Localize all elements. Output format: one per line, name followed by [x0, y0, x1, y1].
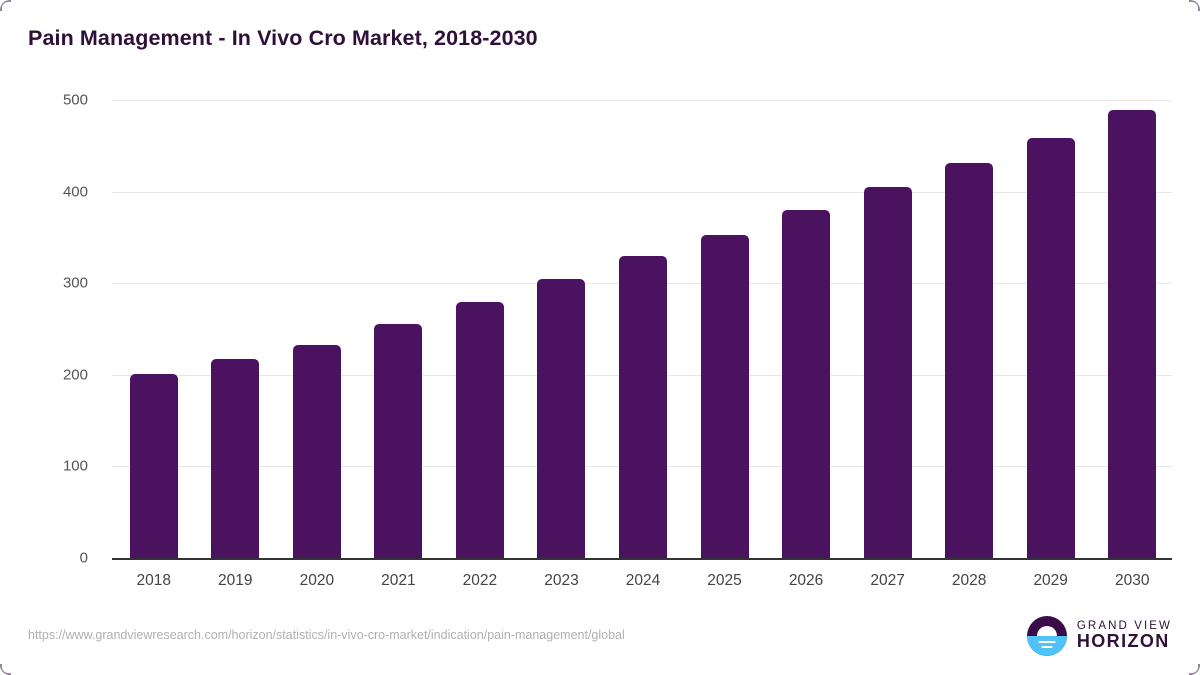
bar-2020[interactable]: [292, 344, 341, 558]
x-tick-label-2020: 2020: [299, 572, 335, 589]
x-tick-label-2028: 2028: [951, 572, 987, 589]
bar-2018[interactable]: [129, 373, 178, 558]
page-title: Pain Management - In Vivo Cro Market, 20…: [28, 26, 538, 50]
x-tick-label-2018: 2018: [136, 572, 171, 589]
bar-series: [112, 92, 1172, 558]
x-tick-label-2021: 2021: [381, 572, 416, 589]
bar-2029[interactable]: [1026, 137, 1075, 558]
bar-2023[interactable]: [537, 278, 586, 558]
x-tick-label-2023: 2023: [544, 572, 579, 589]
gridline-400: [112, 191, 1172, 193]
bar-2025[interactable]: [700, 234, 749, 558]
y-tick-label-500: 500: [62, 91, 88, 109]
x-tick-label-2019: 2019: [218, 572, 253, 589]
gridline-500: [112, 100, 1172, 101]
x-tick-label-2027: 2027: [870, 572, 905, 589]
logo-line-2: HORIZON: [1076, 631, 1170, 652]
y-axis-tick-labels: 0 100 200 300 400 500: [0, 91, 100, 567]
frame-corner-bottom-right: [1189, 664, 1200, 675]
frame-corner-top-right: [1189, 0, 1200, 11]
bar-2028[interactable]: [945, 163, 994, 558]
bar-2024[interactable]: [619, 255, 667, 558]
logo-ray-1: [1038, 640, 1056, 643]
brand-logo[interactable]: GRAND VIEW HORIZON: [1026, 616, 1172, 656]
y-tick-label-300: 300: [62, 274, 88, 292]
x-tick-label-2025: 2025: [707, 572, 742, 589]
sunrise-circle-icon: [1026, 616, 1067, 656]
bar-2026[interactable]: [782, 209, 831, 558]
x-tick-label-2026: 2026: [788, 572, 824, 589]
logo-ray-2: [1041, 645, 1053, 648]
logo-sun-shape: [1036, 626, 1057, 636]
bar-2021[interactable]: [374, 323, 423, 558]
bar-2030[interactable]: [1108, 110, 1157, 558]
x-axis-tick-labels: 2018 2019 2020 2021 2022 2023 2024 2025 2026 2027…: [112, 566, 1172, 596]
y-tick-label-100: 100: [62, 457, 88, 475]
x-tick-label-2022: 2022: [462, 572, 498, 589]
x-axis-line: [112, 558, 1172, 560]
y-tick-label-0: 0: [79, 549, 88, 567]
frame-corner-bottom-left: [0, 664, 11, 675]
x-tick-label-2030: 2030: [1114, 572, 1150, 589]
y-tick-label-400: 400: [62, 183, 88, 201]
bar-2022[interactable]: [455, 302, 504, 558]
source-url[interactable]: https://www.grandviewresearch.com/horizo…: [28, 628, 625, 642]
bar-2019[interactable]: [211, 359, 260, 558]
y-tick-label-200: 200: [62, 366, 88, 384]
logo-wordmark: GRAND VIEW HORIZON: [1077, 620, 1172, 652]
bar-2027[interactable]: [863, 187, 912, 558]
x-tick-label-2029: 2029: [1033, 572, 1068, 589]
x-tick-label-2024: 2024: [625, 572, 661, 589]
frame-corner-top-left: [0, 0, 11, 11]
logo-line-1: GRAND VIEW: [1076, 620, 1172, 633]
